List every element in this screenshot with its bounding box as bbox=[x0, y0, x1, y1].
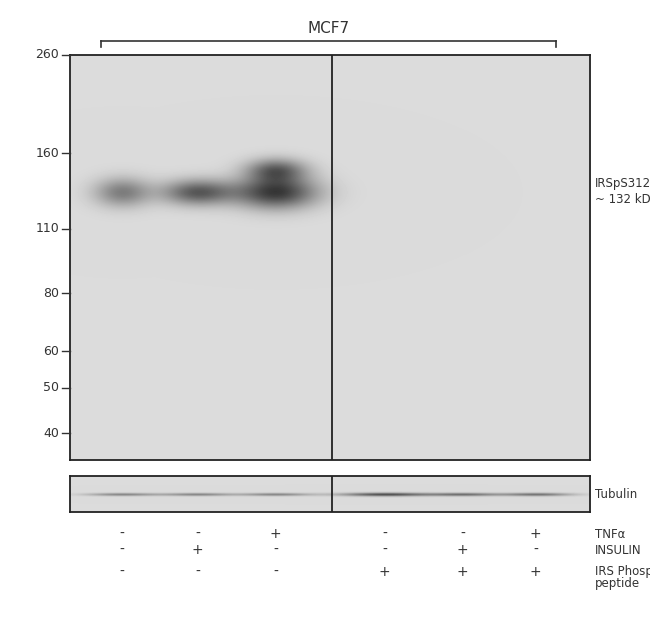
Text: 110: 110 bbox=[35, 222, 59, 235]
Text: IRS Phospho: IRS Phospho bbox=[595, 566, 650, 578]
Text: -: - bbox=[120, 565, 124, 579]
Text: +: + bbox=[379, 565, 391, 579]
Text: TNFα: TNFα bbox=[595, 528, 625, 540]
Text: 80: 80 bbox=[43, 286, 59, 300]
Text: -: - bbox=[195, 527, 200, 541]
Text: -: - bbox=[273, 565, 278, 579]
Text: +: + bbox=[270, 527, 281, 541]
Text: 160: 160 bbox=[35, 147, 59, 159]
Text: -: - bbox=[195, 565, 200, 579]
Text: 60: 60 bbox=[43, 344, 59, 358]
Text: +: + bbox=[192, 543, 203, 557]
Text: -: - bbox=[533, 543, 538, 557]
Text: peptide: peptide bbox=[595, 578, 640, 590]
Text: -: - bbox=[120, 543, 124, 557]
Text: MCF7: MCF7 bbox=[307, 21, 350, 36]
Text: 260: 260 bbox=[35, 49, 59, 61]
Text: +: + bbox=[530, 565, 541, 579]
Text: INSULIN: INSULIN bbox=[595, 544, 642, 557]
Text: -: - bbox=[120, 527, 124, 541]
Text: -: - bbox=[460, 527, 465, 541]
Text: -: - bbox=[273, 543, 278, 557]
Text: ~ 132 kDa: ~ 132 kDa bbox=[595, 193, 650, 207]
Text: +: + bbox=[457, 565, 469, 579]
Text: -: - bbox=[382, 543, 387, 557]
Text: +: + bbox=[530, 527, 541, 541]
Text: -: - bbox=[382, 527, 387, 541]
Text: 50: 50 bbox=[43, 382, 59, 394]
Text: 40: 40 bbox=[43, 427, 59, 439]
Text: Tubulin: Tubulin bbox=[595, 487, 637, 501]
Text: IRSpS312: IRSpS312 bbox=[595, 178, 650, 190]
Text: +: + bbox=[457, 543, 469, 557]
